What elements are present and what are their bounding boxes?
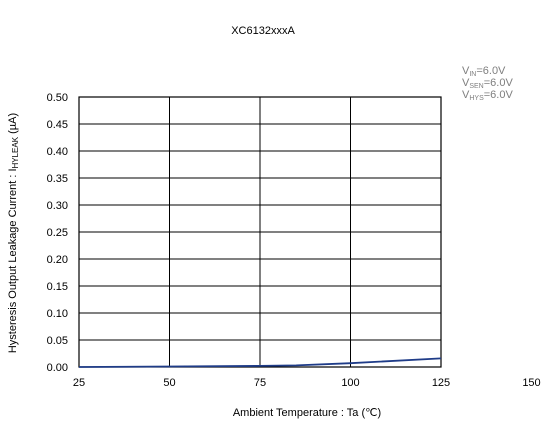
grid xyxy=(79,97,441,367)
chart-title: XC6132xxxA xyxy=(231,25,295,37)
annotation-symbol: V xyxy=(462,77,470,89)
x-tick-labels: 25 50 75 100 125 150 xyxy=(73,377,541,389)
x-tick-label: 25 xyxy=(73,377,85,389)
y-tick-label: 0.40 xyxy=(47,146,68,158)
annotation-subscript: SEN xyxy=(469,83,483,90)
annotation-symbol: V xyxy=(462,65,470,77)
x-tick-label: 50 xyxy=(163,377,175,389)
x-axis-label: Ambient Temperature : Ta (℃) xyxy=(233,407,381,419)
x-tick-label: 150 xyxy=(522,377,540,389)
condition-annotation: VSEN=6.0V xyxy=(462,77,513,90)
y-axis-label-subscript: HYLEAK xyxy=(11,136,20,168)
y-tick-label: 0.45 xyxy=(47,119,68,131)
y-tick-label: 0.10 xyxy=(47,308,68,320)
y-tick-label: 0.30 xyxy=(47,200,68,212)
y-tick-label: 0.35 xyxy=(47,173,68,185)
y-tick-label: 0.00 xyxy=(47,362,68,374)
condition-annotation: VIN=6.0V xyxy=(462,65,506,78)
annotation-symbol: V xyxy=(462,89,470,101)
y-tick-label: 0.25 xyxy=(47,227,68,239)
annotation-value: =6.0V xyxy=(484,89,514,101)
plot-frame xyxy=(78,96,442,368)
y-tick-label: 0.15 xyxy=(47,281,68,293)
y-tick-label: 0.05 xyxy=(47,335,68,347)
y-tick-labels: 0.00 0.05 0.10 0.15 0.20 0.25 0.30 0.35 0.40 0.45… xyxy=(47,92,68,374)
y-axis-label-unit: (µA) xyxy=(7,113,19,137)
x-tick-label: 100 xyxy=(341,377,359,389)
condition-annotation: VHYS=6.0V xyxy=(462,89,513,102)
y-axis-label-main: Hysteresis Output Leakage Current : I xyxy=(7,168,19,353)
annotation-subscript: IN xyxy=(469,71,476,78)
y-tick-label: 0.20 xyxy=(47,254,68,266)
series-line xyxy=(78,357,442,368)
series xyxy=(78,357,442,368)
annotation-value: =6.0V xyxy=(484,77,514,89)
y-tick-label: 0.50 xyxy=(47,92,68,104)
annotation-subscript: HYS xyxy=(469,95,484,102)
x-tick-label: 75 xyxy=(254,377,266,389)
annotation-value: =6.0V xyxy=(476,65,506,77)
x-tick-label: 125 xyxy=(432,377,450,389)
y-axis-label: Hysteresis Output Leakage Current : IHYL… xyxy=(7,113,20,353)
